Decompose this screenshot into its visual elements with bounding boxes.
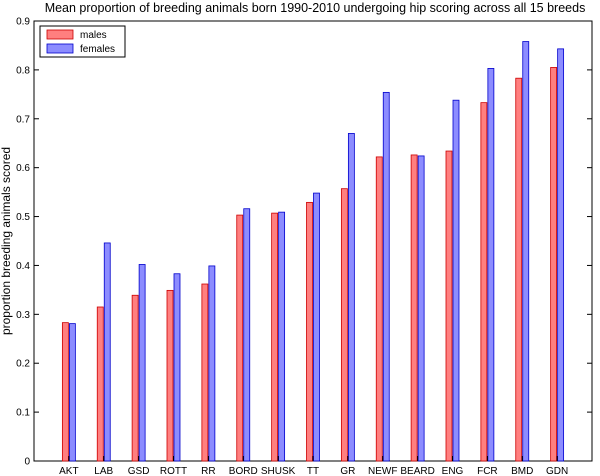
bar-females-tt [313,192,320,462]
bar-females-bmd [522,41,530,462]
bar-males-bmd [515,77,523,462]
x-tick-label-akt: AKT [59,466,78,476]
bar-females-rr [208,265,216,462]
legend-label-females: females [80,44,115,55]
x-tick-label-rr: RR [201,466,215,476]
x-tick-label-eng: ENG [442,466,464,476]
bar-males-gdn [550,67,558,462]
y-axis-label: proportion breeding animals scored [0,147,13,335]
y-tick-label: 0.7 [16,114,30,125]
y-tick-label: 0.8 [16,65,30,76]
x-tick-label-gsd: GSD [128,466,150,476]
bar-females-eng [452,99,460,462]
x-tick-label-shusk: SHUSK [261,466,296,476]
legend-swatch-females [46,43,74,54]
y-tick-label: 0.3 [16,310,30,321]
bar-males-akt [61,322,69,462]
bar-females-rott [173,273,181,462]
y-tick-label: 0.1 [16,408,30,419]
bar-females-gsd [138,264,146,462]
bar-males-bord [236,214,244,462]
bar-females-newf [382,91,390,462]
x-tick-label-newf: NEWF [368,466,397,476]
bar-males-shusk [271,212,279,462]
x-tick-label-rott: ROTT [160,466,187,476]
bar-females-fcr [487,68,495,462]
x-tick-label-bord: BORD [229,466,258,476]
legend: males females [39,25,126,58]
y-tick-label: 0 [24,457,30,468]
bar-females-shusk [278,211,286,462]
x-tick-label-gr: GR [340,466,355,476]
bar-males-rr [201,283,209,462]
bar-females-beard [417,155,425,462]
x-tick-label-lab: LAB [94,466,113,476]
x-tick-label-fcr: FCR [477,466,498,476]
x-tick-label-gdn: GDN [546,466,568,476]
x-tick-label-tt: TT [307,466,319,476]
bar-females-bord [243,208,251,462]
bar-males-lab [96,306,104,462]
x-axis-ticks: AKT LAB GSD ROTT RR BORD SHUSK TT GR NEWF BEARD ENG… [59,456,568,476]
chart-title: Mean proportion of breeding animals born… [45,1,586,15]
bar-females-lab [103,242,111,462]
y-tick-label: 0.4 [16,261,30,272]
bar-males-gr [340,188,348,462]
bar-females-gr [347,133,355,462]
bar-males-newf [375,156,383,462]
bars-group [61,41,565,462]
x-tick-label-bmd: BMD [511,466,533,476]
bar-males-tt [306,201,313,462]
y-tick-label: 0.2 [16,359,30,370]
legend-swatch-males [46,29,74,40]
y-tick-label: 0.6 [16,163,30,174]
bar-males-beard [410,154,418,462]
bar-males-fcr [480,102,488,462]
bar-females-akt [68,323,76,462]
x-tick-label-beard: BEARD [400,466,434,476]
y-tick-label: 0.5 [16,212,30,223]
bar-males-gsd [131,294,139,462]
y-tick-label: 0.9 [16,17,30,28]
y-axis-ticks: 0 0.1 0.2 0.3 0.4 0.5 0.6 0.7 0.8 0.9 [16,17,592,468]
legend-label-males: males [80,30,107,41]
bar-males-rott [166,289,174,462]
bar-males-eng [445,150,453,462]
plot-area [33,20,593,462]
bar-females-gdn [557,48,565,462]
